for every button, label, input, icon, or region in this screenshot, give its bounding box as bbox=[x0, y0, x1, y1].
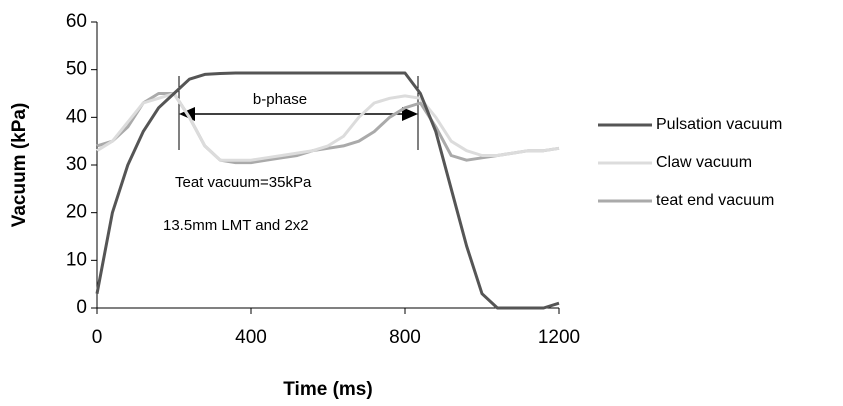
x-tick-label: 800 bbox=[389, 327, 421, 348]
y-tick-label: 60 bbox=[66, 11, 87, 32]
series-line bbox=[96, 92, 560, 162]
series-line bbox=[95, 71, 560, 310]
x-axis-title: Time (ms) bbox=[283, 379, 372, 400]
y-axis-title: Vacuum (kPa) bbox=[9, 103, 30, 228]
y-tick-label: 40 bbox=[66, 106, 87, 127]
arrow-head bbox=[402, 107, 418, 121]
x-tick-label: 0 bbox=[92, 327, 103, 348]
legend-label: teat end vacuum bbox=[656, 192, 774, 209]
y-tick-label: 0 bbox=[76, 297, 87, 318]
annotation: b-phase bbox=[253, 91, 307, 108]
y-tick-label: 30 bbox=[66, 154, 87, 175]
y-tick-label: 50 bbox=[66, 59, 87, 80]
y-tick-label: 20 bbox=[66, 202, 87, 223]
legend-label: Pulsation vacuum bbox=[656, 116, 782, 133]
series-line bbox=[96, 92, 560, 165]
y-tick-label: 10 bbox=[66, 249, 87, 270]
annotation: 13.5mm LMT and 2x2 bbox=[163, 217, 309, 234]
annotation: Teat vacuum=35kPa bbox=[175, 174, 312, 191]
x-tick-label: 400 bbox=[235, 327, 267, 348]
legend-label: Claw vacuum bbox=[656, 154, 752, 171]
x-tick-label: 1200 bbox=[538, 327, 580, 348]
